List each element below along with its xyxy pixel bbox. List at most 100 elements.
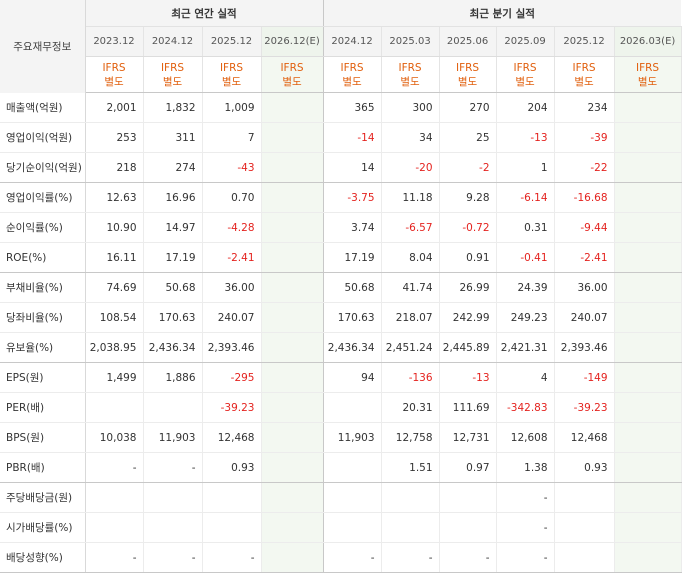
value-cell: -6.57 <box>381 212 440 243</box>
value-cell: - <box>381 542 440 573</box>
row-label: 부채비율(%) <box>0 272 86 303</box>
value-cell: 170.63 <box>323 302 382 333</box>
value-cell: 12,731 <box>439 422 497 453</box>
basis-row: IFRS 별도 IFRS 별도 IFRS 별도 IFRS 별도 IFRS 별도 IFRS 별도 IFRS… <box>0 56 682 93</box>
value-cell: 2,038.95 <box>85 332 144 363</box>
table-row: 영업이익(억원) 253 311 7 -14 34 25 -13 -39 <box>0 122 682 153</box>
basis-cell: IFRS 별도 <box>85 56 144 93</box>
basis-label: IFRS <box>340 61 364 74</box>
table-row: BPS(원) 10,038 11,903 12,468 11,903 12,758 12,7… <box>0 422 682 453</box>
value-cell: 24.39 <box>496 272 555 303</box>
value-cell <box>614 272 682 303</box>
value-cell <box>202 482 262 513</box>
value-cell <box>323 482 382 513</box>
value-cell: 2,445.89 <box>439 332 497 363</box>
table-row: EPS(원) 1,499 1,886 -295 94 -136 -13 4 -149 <box>0 362 682 393</box>
value-cell: 1,886 <box>143 362 203 393</box>
value-cell: -0.72 <box>439 212 497 243</box>
value-cell <box>143 482 203 513</box>
value-cell: 2,421.31 <box>496 332 555 363</box>
value-cell: 270 <box>439 92 497 123</box>
value-cell: -13 <box>496 122 555 153</box>
value-cell: 10,038 <box>85 422 144 453</box>
row-label: 당좌비율(%) <box>0 302 86 333</box>
basis-sub-label: 별도 <box>515 75 535 88</box>
value-cell: 2,393.46 <box>554 332 615 363</box>
value-cell <box>323 512 382 543</box>
value-cell <box>554 512 615 543</box>
value-cell: 253 <box>85 122 144 153</box>
value-cell <box>554 542 615 573</box>
value-cell: 0.97 <box>439 452 497 483</box>
row-label: 유보율(%) <box>0 332 86 363</box>
value-cell: - <box>496 542 555 573</box>
value-cell: -295 <box>202 362 262 393</box>
value-cell: -3.75 <box>323 182 382 213</box>
value-cell <box>261 512 324 543</box>
basis-cell: IFRS 별도 <box>496 56 555 93</box>
value-cell <box>261 272 324 303</box>
value-cell <box>381 512 440 543</box>
basis-sub-label: 별도 <box>162 75 183 88</box>
value-cell: 11.18 <box>381 182 440 213</box>
value-cell <box>261 422 324 453</box>
value-cell: - <box>143 542 203 573</box>
row-label: 영업이익(억원) <box>0 122 86 153</box>
period-annual-3: 2025.12 <box>202 26 262 57</box>
value-cell: -342.83 <box>496 392 555 423</box>
value-cell: 11,903 <box>143 422 203 453</box>
value-cell: 50.68 <box>323 272 382 303</box>
value-cell: 16.11 <box>85 242 144 273</box>
basis-cell: IFRS 별도 <box>614 56 682 93</box>
period-annual-2: 2024.12 <box>143 26 203 57</box>
value-cell: 1 <box>496 152 555 183</box>
row-label: 배당성향(%) <box>0 542 86 573</box>
period-quarter-3: 2025.06 <box>439 26 497 57</box>
value-cell <box>614 152 682 183</box>
value-cell: 311 <box>143 122 203 153</box>
value-cell <box>261 92 324 123</box>
value-cell: 108.54 <box>85 302 144 333</box>
annual-group-header: 최근 연간 실적 <box>85 0 324 27</box>
value-cell <box>614 212 682 243</box>
value-cell: 240.07 <box>202 302 262 333</box>
value-cell <box>261 212 324 243</box>
basis-sub-label: 별도 <box>221 75 242 88</box>
quarter-group-header: 최근 분기 실적 <box>323 0 682 27</box>
value-cell <box>261 542 324 573</box>
basis-cell: IFRS 별도 <box>381 56 440 93</box>
value-cell: 3.74 <box>323 212 382 243</box>
basis-sub-label: 별도 <box>574 75 594 88</box>
value-cell <box>202 512 262 543</box>
value-cell: -39 <box>554 122 615 153</box>
value-cell <box>261 392 324 423</box>
value-cell: 240.07 <box>554 302 615 333</box>
value-cell <box>261 152 324 183</box>
value-cell: 249.23 <box>496 302 555 333</box>
basis-label: IFRS <box>455 61 480 74</box>
row-label: EPS(원) <box>0 362 86 393</box>
value-cell <box>614 542 682 573</box>
value-cell: 300 <box>381 92 440 123</box>
row-label: BPS(원) <box>0 422 86 453</box>
value-cell <box>614 242 682 273</box>
value-cell: - <box>143 452 203 483</box>
value-cell: -149 <box>554 362 615 393</box>
table-row: PBR(배) - -0.93 1.51 0.97 1.38 0.93 <box>0 452 682 483</box>
value-cell <box>614 392 682 423</box>
basis-label: IFRS <box>280 61 304 74</box>
value-cell <box>381 482 440 513</box>
value-cell: 0.93 <box>554 452 615 483</box>
value-cell: 2,436.34 <box>323 332 382 363</box>
period-quarter-estimate: 2026.03(E) <box>614 26 682 57</box>
basis-sub-label: 별도 <box>457 75 478 88</box>
value-cell: 12,608 <box>496 422 555 453</box>
table-row: ROE(%) 16.11 17.19 -2.41 17.19 8.04 0.91 -0.41-… <box>0 242 682 273</box>
value-cell <box>261 302 324 333</box>
value-cell <box>323 392 382 423</box>
value-cell: 274 <box>143 152 203 183</box>
value-cell <box>614 92 682 123</box>
value-cell: 2,001 <box>85 92 144 123</box>
value-cell: 25 <box>439 122 497 153</box>
